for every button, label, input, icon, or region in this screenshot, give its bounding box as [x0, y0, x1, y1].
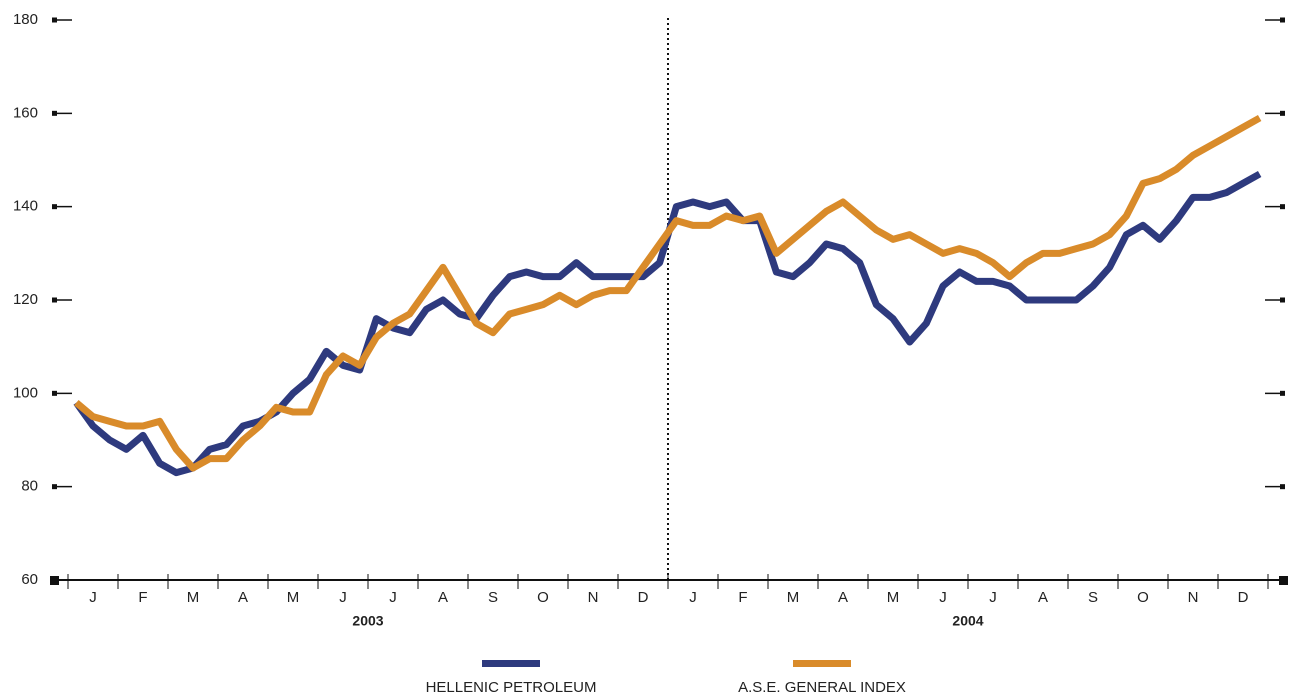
y-tick-label: 80: [21, 478, 38, 495]
series-line: [74, 114, 1262, 472]
y-tick-end: [52, 390, 57, 396]
y-tick-label: 100: [13, 384, 38, 401]
year-label: 2004: [952, 613, 983, 629]
x-tick-label: J: [989, 589, 997, 606]
legend-swatch: [482, 660, 540, 667]
y-tick-end: [52, 17, 57, 23]
x-tick-label: A: [838, 589, 848, 606]
x-tick-label: A: [438, 589, 448, 606]
legend-label: A.S.E. GENERAL INDEX: [738, 679, 906, 696]
x-tick-label: D: [638, 589, 649, 606]
y-tick-label: 180: [13, 11, 38, 28]
y-tick-end: [1280, 110, 1285, 116]
x-tick-label: J: [389, 589, 397, 606]
x-tick-label: N: [1188, 589, 1199, 606]
y-tick-end: [1280, 484, 1285, 490]
legend-label: HELLENIC PETROLEUM: [426, 679, 597, 696]
y-tick-end: [52, 484, 57, 490]
y-tick-label: 140: [13, 198, 38, 215]
x-tick-label: S: [1088, 589, 1098, 606]
x-tick-label: O: [1137, 589, 1149, 606]
y-tick-end: [1280, 297, 1285, 303]
x-tick-label: J: [689, 589, 697, 606]
x-tick-label: M: [887, 589, 900, 606]
x-tick-label: S: [488, 589, 498, 606]
y-tick-label: 160: [13, 104, 38, 121]
x-tick-label: M: [787, 589, 800, 606]
y-tick-end: [52, 110, 57, 116]
y-tick-end: [52, 297, 57, 303]
x-tick-label: F: [738, 589, 747, 606]
axis-end: [1279, 576, 1288, 585]
x-tick-label: J: [339, 589, 347, 606]
y-tick-label: 120: [13, 291, 38, 308]
x-tick-label: A: [238, 589, 248, 606]
x-tick-label: A: [1038, 589, 1048, 606]
x-tick-label: M: [287, 589, 300, 606]
x-tick-label: O: [537, 589, 549, 606]
x-tick-label: M: [187, 589, 200, 606]
y-tick-label: 60: [21, 571, 38, 588]
legend-swatch: [793, 660, 851, 667]
x-tick-label: D: [1238, 589, 1249, 606]
x-tick-label: J: [939, 589, 947, 606]
year-label: 2003: [352, 613, 383, 629]
x-tick-label: N: [588, 589, 599, 606]
y-tick-end: [1280, 390, 1285, 396]
x-tick-label: J: [89, 589, 97, 606]
axis-end: [50, 576, 59, 585]
y-tick-end: [52, 204, 57, 210]
y-tick-end: [1280, 204, 1285, 210]
x-tick-label: F: [138, 589, 147, 606]
y-tick-end: [1280, 17, 1285, 23]
